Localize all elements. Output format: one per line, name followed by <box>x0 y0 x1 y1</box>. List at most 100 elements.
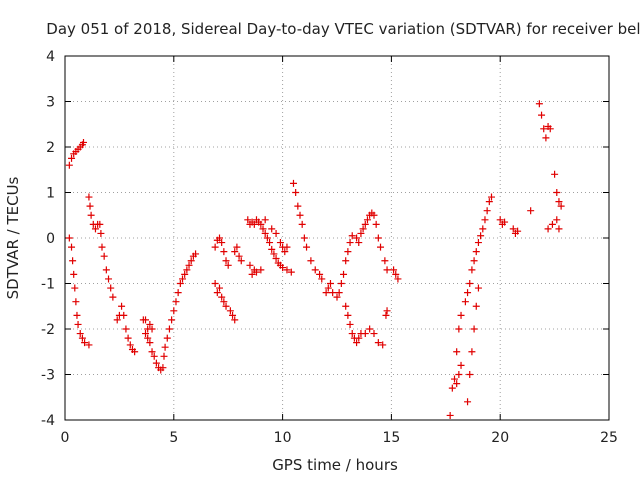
data-point <box>220 248 228 256</box>
data-point <box>152 359 160 367</box>
data-point <box>109 293 117 301</box>
data-point <box>81 339 89 347</box>
data-point <box>555 225 563 233</box>
data-point <box>296 211 304 219</box>
data-point <box>298 220 306 228</box>
data-point <box>455 325 463 333</box>
data-point <box>481 216 489 224</box>
data-point <box>211 243 219 251</box>
data-point <box>555 198 563 206</box>
x-tick-label: 0 <box>61 430 70 446</box>
data-point <box>98 243 106 251</box>
data-point <box>483 207 491 215</box>
data-point <box>479 225 487 233</box>
data-point <box>548 220 556 228</box>
data-point <box>148 325 156 333</box>
data-point <box>91 225 99 233</box>
data-point <box>250 220 258 228</box>
data-point <box>374 234 382 242</box>
data-point <box>179 275 187 283</box>
data-point <box>337 280 345 287</box>
data-point <box>237 257 245 265</box>
data-point <box>470 257 478 265</box>
data-point <box>457 311 465 319</box>
data-point <box>233 243 241 251</box>
data-point <box>359 225 367 233</box>
y-tick-label: 1 <box>46 186 55 202</box>
data-point <box>246 261 254 269</box>
data-point <box>261 229 269 237</box>
data-point <box>472 248 480 256</box>
data-point <box>311 266 319 274</box>
data-point <box>107 284 115 292</box>
data-point <box>183 266 191 274</box>
y-tick-label: 2 <box>46 140 55 156</box>
data-point <box>96 220 104 228</box>
data-point <box>322 289 330 297</box>
data-point <box>213 289 221 297</box>
data-point <box>261 216 269 224</box>
data-point <box>272 229 280 237</box>
data-point <box>181 270 189 278</box>
data-point <box>383 266 391 274</box>
data-point <box>122 325 130 333</box>
data-point <box>329 289 337 297</box>
data-point <box>78 334 86 342</box>
data-point <box>472 302 480 310</box>
data-point <box>342 302 350 310</box>
data-point <box>229 311 237 319</box>
data-point <box>289 179 297 187</box>
data-point <box>192 250 200 258</box>
data-point <box>244 216 252 224</box>
data-point <box>146 339 154 347</box>
data-point <box>276 239 284 247</box>
data-point <box>333 293 341 301</box>
data-point <box>455 371 463 378</box>
data-point <box>266 239 274 247</box>
data-point <box>79 138 87 146</box>
data-point <box>87 211 95 219</box>
y-tick-label: 3 <box>46 95 55 111</box>
data-point <box>535 100 543 108</box>
data-point <box>270 250 278 258</box>
data-point <box>161 343 169 351</box>
data-point <box>453 348 461 356</box>
data-point <box>474 239 482 247</box>
data-point <box>231 316 239 324</box>
data-point <box>86 202 94 210</box>
data-point <box>142 330 150 338</box>
data-point <box>381 257 389 265</box>
data-point <box>65 161 73 169</box>
data-point <box>464 289 472 297</box>
data-point <box>85 341 93 349</box>
x-tick-label: 10 <box>274 430 292 446</box>
data-point <box>357 229 365 237</box>
data-point <box>172 298 180 306</box>
data-point <box>370 330 378 338</box>
data-point <box>361 330 369 338</box>
data-point <box>259 225 267 233</box>
data-point <box>142 316 150 324</box>
data-point <box>335 289 343 297</box>
y-tick-label: -1 <box>41 277 55 293</box>
data-point <box>120 311 128 319</box>
data-point <box>159 364 167 372</box>
data-point <box>353 339 361 347</box>
data-point <box>218 293 226 301</box>
data-point <box>170 307 178 315</box>
data-point <box>215 284 223 292</box>
data-point <box>544 225 552 233</box>
axis-ticks: 0 5 10 15 20 25 -4 -3 -2 -1 0 1 2 3 4 <box>41 49 618 446</box>
data-point <box>263 234 271 242</box>
data-point <box>150 352 158 360</box>
data-point <box>448 384 456 392</box>
data-point <box>102 266 110 274</box>
data-point <box>176 280 184 287</box>
data-point <box>307 257 315 265</box>
data-point <box>542 134 550 142</box>
data-point <box>126 341 134 349</box>
x-tick-label: 25 <box>600 430 618 446</box>
data-point <box>453 380 461 388</box>
data-point <box>144 334 152 342</box>
